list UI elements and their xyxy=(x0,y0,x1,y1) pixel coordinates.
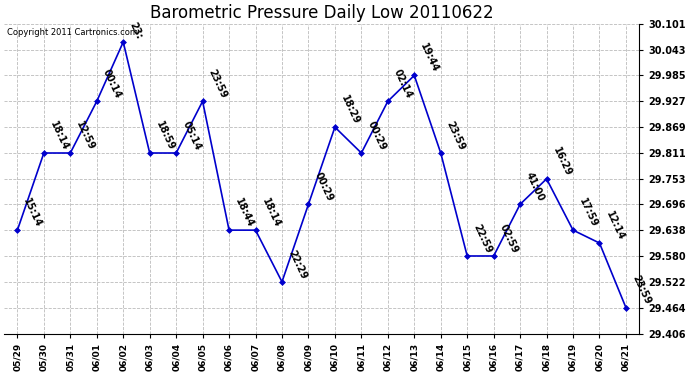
Text: 00:29: 00:29 xyxy=(313,171,335,203)
Text: 02:59: 02:59 xyxy=(497,222,520,255)
Text: 16:29: 16:29 xyxy=(551,145,573,177)
Text: 22:59: 22:59 xyxy=(471,222,493,255)
Title: Barometric Pressure Daily Low 20110622: Barometric Pressure Daily Low 20110622 xyxy=(150,4,493,22)
Text: 00:14: 00:14 xyxy=(101,68,123,100)
Text: 12:59: 12:59 xyxy=(75,119,97,152)
Text: 15:14: 15:14 xyxy=(21,196,43,229)
Text: 22:29: 22:29 xyxy=(286,248,308,280)
Text: 05:14: 05:14 xyxy=(180,119,202,152)
Text: 12:14: 12:14 xyxy=(604,209,626,242)
Text: Copyright 2011 Cartronics.com: Copyright 2011 Cartronics.com xyxy=(8,28,138,38)
Text: 18:14: 18:14 xyxy=(259,196,282,229)
Text: 18:44: 18:44 xyxy=(233,196,255,229)
Text: 23:: 23: xyxy=(128,21,144,40)
Text: 23:59: 23:59 xyxy=(445,119,467,152)
Text: 18:29: 18:29 xyxy=(339,93,362,126)
Text: 00:29: 00:29 xyxy=(366,119,388,152)
Text: 18:59: 18:59 xyxy=(154,119,176,152)
Text: 17:59: 17:59 xyxy=(578,196,600,229)
Text: 18:14: 18:14 xyxy=(48,119,70,152)
Text: 23:59: 23:59 xyxy=(207,68,229,100)
Text: 41:00: 41:00 xyxy=(524,171,546,203)
Text: 02:14: 02:14 xyxy=(392,68,414,100)
Text: 23:59: 23:59 xyxy=(630,274,652,306)
Text: 19:44: 19:44 xyxy=(418,42,441,74)
